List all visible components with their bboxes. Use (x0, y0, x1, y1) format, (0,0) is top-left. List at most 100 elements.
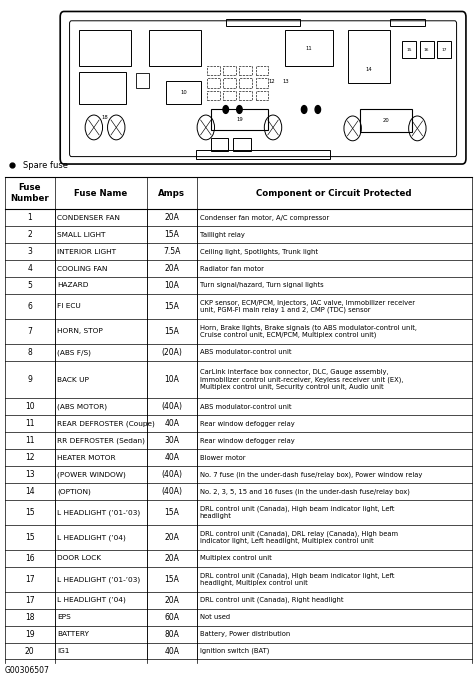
Bar (255, 66, 268, 76)
Text: Rear window defogger relay: Rear window defogger relay (200, 437, 294, 443)
Bar (79, 30, 131, 66)
Bar (223, 90, 236, 100)
Text: 10: 10 (180, 90, 187, 95)
Text: L HEADLIGHT (’01-’03): L HEADLIGHT (’01-’03) (57, 509, 141, 516)
Text: Component or Circuit Protected: Component or Circuit Protected (256, 188, 412, 198)
Text: 9: 9 (27, 375, 32, 384)
Text: HAZARD: HAZARD (57, 282, 89, 288)
Bar (255, 78, 268, 88)
Text: 3: 3 (27, 247, 32, 256)
Bar (437, 41, 451, 59)
Text: No. 2, 3, 5, 15 and 16 fuses (in the under-dash fuse/relay box): No. 2, 3, 5, 15 and 16 fuses (in the und… (200, 488, 410, 495)
Bar (136, 73, 148, 88)
Text: Spare fuse: Spare fuse (23, 161, 68, 170)
Text: 11: 11 (25, 436, 35, 445)
Text: 13: 13 (282, 78, 289, 84)
Text: 17: 17 (25, 575, 35, 584)
Text: 1: 1 (27, 213, 32, 222)
Text: CKP sensor, ECM/PCM, Injectors, IAC valve, Immobilizer receiver
unit, PGM-FI mai: CKP sensor, ECM/PCM, Injectors, IAC valv… (200, 300, 415, 313)
Text: (POWER WINDOW): (POWER WINDOW) (57, 471, 126, 478)
Text: 40A: 40A (164, 453, 179, 462)
Text: 15A: 15A (164, 508, 179, 517)
Text: G00306507: G00306507 (5, 666, 50, 675)
Text: Ignition switch (BAT): Ignition switch (BAT) (200, 648, 269, 654)
Text: DRL control unit (Canada), High beam indicator light, Left
headlight: DRL control unit (Canada), High beam ind… (200, 506, 394, 519)
Text: L HEADLIGHT (’01-’03): L HEADLIGHT (’01-’03) (57, 576, 141, 583)
Text: 15A: 15A (164, 327, 179, 336)
Text: DRL control unit (Canada), Right headlight: DRL control unit (Canada), Right headlig… (200, 597, 343, 603)
Text: 12: 12 (25, 453, 35, 462)
Bar (207, 78, 219, 88)
Text: 15A: 15A (164, 302, 179, 311)
Text: 8: 8 (27, 348, 32, 357)
Bar (223, 66, 236, 76)
Bar (166, 81, 201, 104)
Bar (148, 30, 201, 66)
Text: BACK UP: BACK UP (57, 377, 90, 383)
Text: HORN, STOP: HORN, STOP (57, 328, 103, 334)
Text: 10: 10 (25, 402, 35, 411)
Text: 19: 19 (236, 117, 243, 122)
Text: Fuse
Number: Fuse Number (10, 184, 49, 202)
Text: 20A: 20A (164, 596, 179, 605)
Bar (211, 138, 228, 151)
Text: REAR DEFROSTER (Coupe): REAR DEFROSTER (Coupe) (57, 421, 155, 427)
Bar (226, 19, 301, 26)
Text: Rear window defogger relay: Rear window defogger relay (200, 421, 294, 427)
Text: EPS: EPS (57, 614, 71, 620)
Text: 4: 4 (27, 264, 32, 273)
Text: 16: 16 (424, 48, 429, 52)
Text: Multiplex control unit: Multiplex control unit (200, 556, 271, 562)
Text: CarLink interface box connector, DLC, Gauge assembly,
Immobilizer control unit-r: CarLink interface box connector, DLC, Ga… (200, 369, 403, 389)
Text: 13: 13 (25, 470, 35, 479)
Text: 20: 20 (383, 118, 390, 124)
Bar (360, 109, 412, 132)
Text: Turn signal/hazard, Turn signal lights: Turn signal/hazard, Turn signal lights (200, 282, 323, 288)
Text: 16: 16 (25, 554, 35, 563)
Text: 15A: 15A (164, 575, 179, 584)
Bar (211, 109, 268, 130)
Bar (207, 90, 219, 100)
Text: 15: 15 (25, 508, 35, 517)
Text: 2: 2 (27, 230, 32, 239)
Text: (40A): (40A) (161, 487, 182, 496)
Bar (402, 41, 416, 59)
Bar (233, 138, 251, 151)
Bar (79, 72, 126, 104)
Text: 14: 14 (25, 487, 35, 496)
Text: 7: 7 (27, 327, 32, 336)
Text: IG1: IG1 (57, 648, 70, 654)
Circle shape (223, 105, 228, 113)
Bar (239, 66, 252, 76)
Text: 18: 18 (102, 115, 109, 121)
Text: Battery, Power distribution: Battery, Power distribution (200, 631, 290, 637)
Text: 30A: 30A (164, 436, 179, 445)
Text: DOOR LOCK: DOOR LOCK (57, 556, 101, 562)
Bar (420, 41, 434, 59)
Text: BATTERY: BATTERY (57, 631, 90, 637)
Text: Blower motor: Blower motor (200, 454, 245, 460)
Text: 19: 19 (25, 630, 35, 639)
Text: 18: 18 (25, 613, 35, 622)
Text: 20A: 20A (164, 533, 179, 542)
Text: 15A: 15A (164, 230, 179, 239)
Text: 11: 11 (25, 419, 35, 428)
Text: Taillight relay: Taillight relay (200, 232, 245, 238)
Text: 5: 5 (27, 281, 32, 290)
Text: FI ECU: FI ECU (57, 303, 81, 309)
Text: (ABS F/S): (ABS F/S) (57, 349, 91, 356)
Bar (255, 90, 268, 100)
Text: 20A: 20A (164, 213, 179, 222)
Text: Condenser fan motor, A/C compressor: Condenser fan motor, A/C compressor (200, 215, 329, 221)
Text: Fuse Name: Fuse Name (74, 188, 128, 198)
Bar (196, 150, 330, 159)
Text: SMALL LIGHT: SMALL LIGHT (57, 232, 106, 238)
Text: (40A): (40A) (161, 470, 182, 479)
Text: 7.5A: 7.5A (163, 247, 181, 256)
Text: COOLING FAN: COOLING FAN (57, 265, 108, 271)
Bar (348, 30, 390, 83)
Bar (239, 78, 252, 88)
Text: DRL control unit (Canada), High beam indicator light, Left
headlight, Multiplex : DRL control unit (Canada), High beam ind… (200, 572, 394, 586)
Text: Amps: Amps (158, 188, 185, 198)
Text: 80A: 80A (164, 630, 179, 639)
